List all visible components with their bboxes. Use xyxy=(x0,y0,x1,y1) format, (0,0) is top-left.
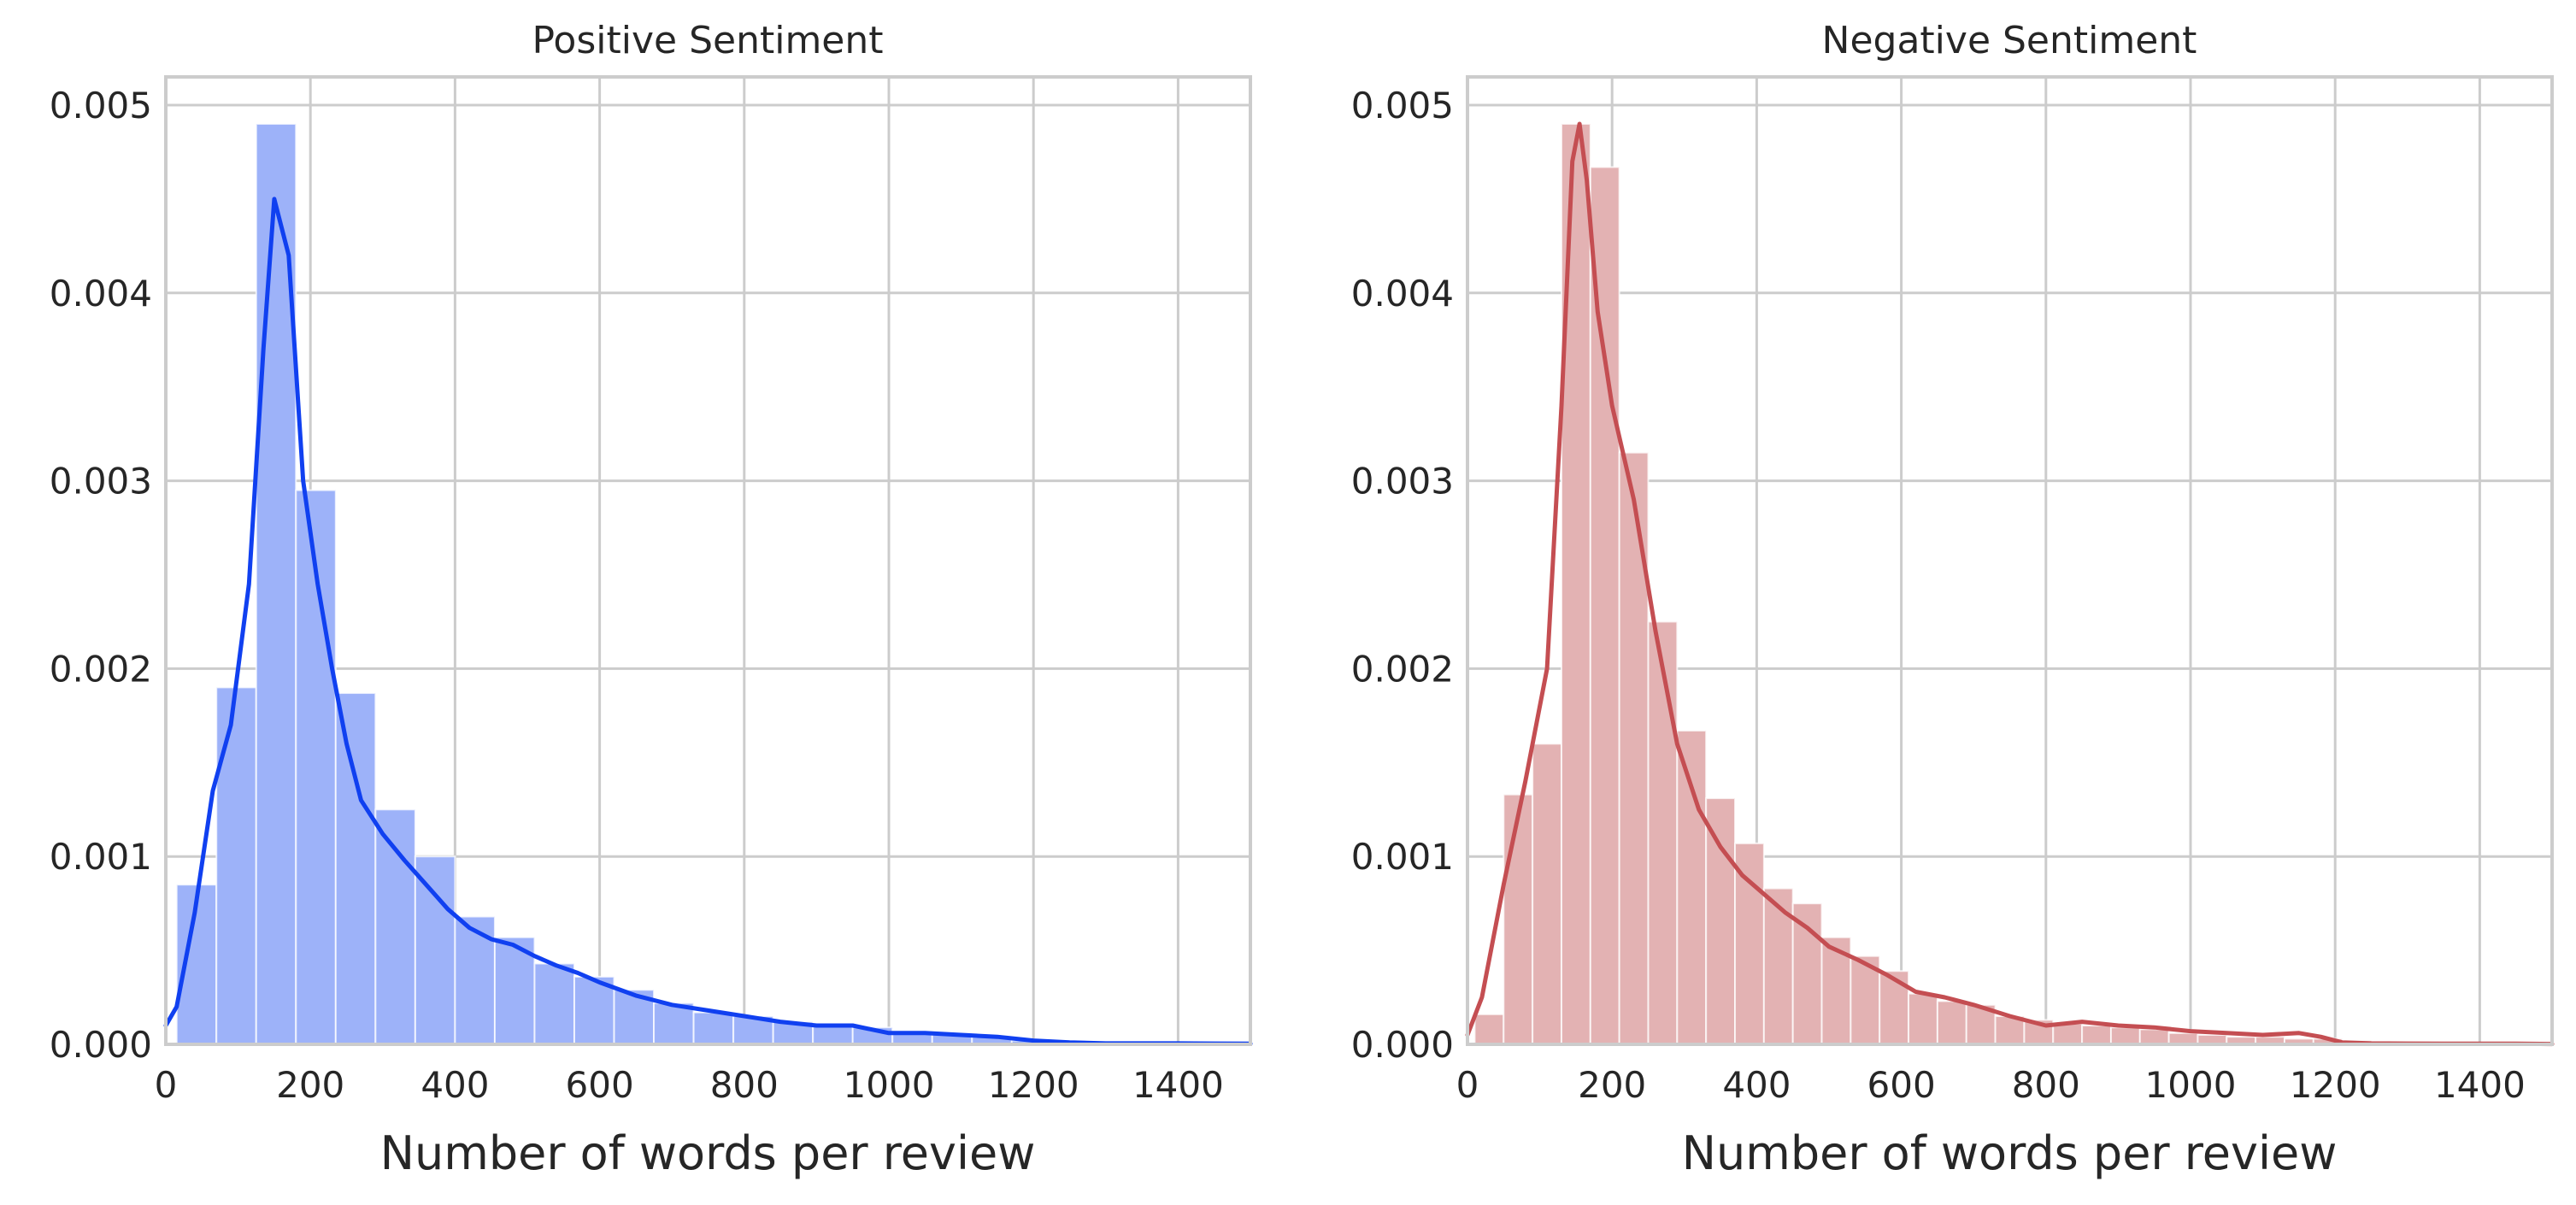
x-tick-label: 600 xyxy=(566,1064,634,1106)
y-tick-label: 0.004 xyxy=(1351,273,1454,314)
y-tick-label: 0.005 xyxy=(1351,85,1454,126)
histogram-bar xyxy=(692,1011,735,1046)
histogram-bar xyxy=(2109,1026,2141,1046)
histogram-bar xyxy=(2138,1028,2170,1045)
x-tick-label: 400 xyxy=(1722,1064,1791,1106)
histogram-bar xyxy=(1850,955,1881,1046)
histogram-bars xyxy=(175,122,1053,1046)
x-tick-label: 600 xyxy=(1867,1064,1936,1106)
histogram-bar xyxy=(1503,793,1534,1045)
x-tick-label: 800 xyxy=(2012,1064,2080,1106)
chart-title: Positive Sentiment xyxy=(532,19,883,62)
histogram-bar xyxy=(2081,1025,2112,1045)
histogram-bar xyxy=(1879,970,1910,1046)
x-axis-label: Number of words per review xyxy=(1682,1126,2338,1180)
x-tick-label: 1000 xyxy=(844,1064,935,1106)
y-tick-label: 0.000 xyxy=(50,1024,152,1066)
x-tick-label: 1400 xyxy=(2434,1064,2526,1106)
y-tick-label: 0.001 xyxy=(1351,836,1454,878)
histogram-bar xyxy=(573,975,615,1045)
y-tick-label: 0.004 xyxy=(50,273,152,314)
histogram-bar xyxy=(1532,743,1562,1045)
y-tick-label: 0.000 xyxy=(1351,1024,1454,1066)
histogram-bar xyxy=(533,962,575,1046)
y-tick-label: 0.002 xyxy=(50,648,152,690)
x-axis-label: Number of words per review xyxy=(380,1126,1036,1180)
negative-sentiment-panel: Negative Sentiment Number of words per r… xyxy=(1351,19,2555,1180)
histogram-bar xyxy=(414,855,456,1045)
x-tick-label: 200 xyxy=(276,1064,344,1106)
histogram-bar xyxy=(653,1002,695,1045)
histogram-bar xyxy=(374,808,416,1046)
histogram-bar xyxy=(1473,1013,1505,1045)
histogram-bar xyxy=(812,1025,854,1045)
histogram-bar xyxy=(1762,887,1794,1045)
histogram-bar xyxy=(1705,797,1737,1045)
y-tick-label: 0.005 xyxy=(50,85,152,126)
x-tick-label: 0 xyxy=(155,1064,178,1106)
histogram-bar xyxy=(215,686,257,1046)
plot-frame xyxy=(1466,75,2554,1046)
x-tick-label: 1200 xyxy=(988,1064,1079,1106)
positive-sentiment-panel: Positive Sentiment Number of words per r… xyxy=(50,19,1253,1180)
histogram-bar xyxy=(1589,166,1620,1045)
plot-frame xyxy=(164,75,1252,1046)
histogram-bar xyxy=(1676,729,1708,1045)
histogram-bar xyxy=(334,691,377,1046)
x-tick-label: 200 xyxy=(1578,1064,1646,1106)
x-tick-label: 400 xyxy=(421,1064,489,1106)
x-tick-label: 1400 xyxy=(1132,1064,1224,1106)
x-tick-label: 1200 xyxy=(2290,1064,2381,1106)
y-tick-label: 0.003 xyxy=(50,461,152,503)
histogram-bars xyxy=(1473,122,2402,1046)
x-tick-label: 1000 xyxy=(2145,1064,2237,1106)
kde-line xyxy=(1465,121,2555,1047)
grid xyxy=(164,77,1250,1046)
histogram-bar xyxy=(1647,620,1679,1045)
histogram-bar xyxy=(1936,1000,1967,1046)
x-tick-label: 0 xyxy=(1456,1064,1479,1106)
y-tick-label: 0.001 xyxy=(50,836,152,878)
histogram-bar xyxy=(1908,992,1938,1046)
chart-title: Negative Sentiment xyxy=(1822,19,2197,62)
histogram-bar xyxy=(1791,902,1823,1045)
y-tick-label: 0.002 xyxy=(1351,648,1454,690)
kde-line xyxy=(163,197,1253,1046)
x-tick-label: 800 xyxy=(710,1064,779,1106)
histogram-bar xyxy=(2052,1022,2084,1046)
histogram-bar xyxy=(1618,451,1650,1045)
y-tick-label: 0.003 xyxy=(1351,461,1454,503)
